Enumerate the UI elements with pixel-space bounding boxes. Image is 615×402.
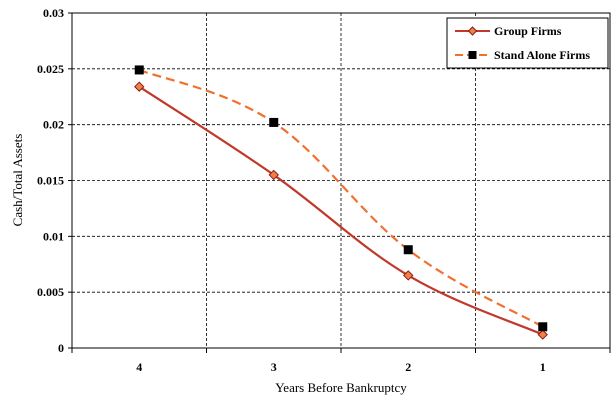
x-axis-title: Years Before Bankruptcy	[275, 380, 407, 395]
legend-label-stand-alone: Stand Alone Firms	[494, 48, 590, 62]
tick-labels: 0 0.005 0.01 0.015 0.02 0.025 0.03 4 3 2 1	[37, 6, 546, 374]
legend-marker-stand-alone	[468, 51, 477, 59]
data-point-group-firms	[134, 81, 145, 92]
y-tick-label: 0.005	[37, 285, 64, 299]
x-tick-label: 4	[136, 360, 142, 374]
series-line-group-firms	[138, 85, 544, 336]
data-point-stand-alone-firms	[538, 322, 548, 332]
y-tick-label: 0	[58, 341, 64, 355]
y-axis-title: Cash/Total Assets	[10, 134, 25, 227]
data-point-stand-alone-firms	[134, 65, 144, 75]
x-tick-label: 2	[405, 360, 411, 374]
data-point-stand-alone-firms	[269, 117, 279, 127]
legend-marker-group-firms	[467, 26, 478, 36]
legend-label-group-firms: Group Firms	[494, 24, 562, 38]
y-tick-label: 0.03	[43, 6, 64, 20]
x-tick-label: 3	[271, 360, 277, 374]
series-group	[134, 65, 548, 340]
y-tick-label: 0.025	[37, 62, 64, 76]
data-point-group-firms	[403, 270, 414, 281]
y-tick-label: 0.02	[43, 118, 64, 132]
legend: Group Firms Stand Alone Firms	[446, 17, 609, 69]
x-tick-label: 1	[540, 360, 546, 374]
series-line-stand-alone-firms	[138, 68, 544, 328]
legend-box	[446, 17, 609, 69]
y-tick-label: 0.01	[43, 229, 64, 243]
gridlines	[68, 12, 611, 353]
data-point-group-firms	[537, 329, 548, 340]
y-tick-label: 0.015	[37, 174, 64, 188]
data-point-stand-alone-firms	[403, 245, 413, 255]
data-point-group-firms	[268, 169, 279, 181]
